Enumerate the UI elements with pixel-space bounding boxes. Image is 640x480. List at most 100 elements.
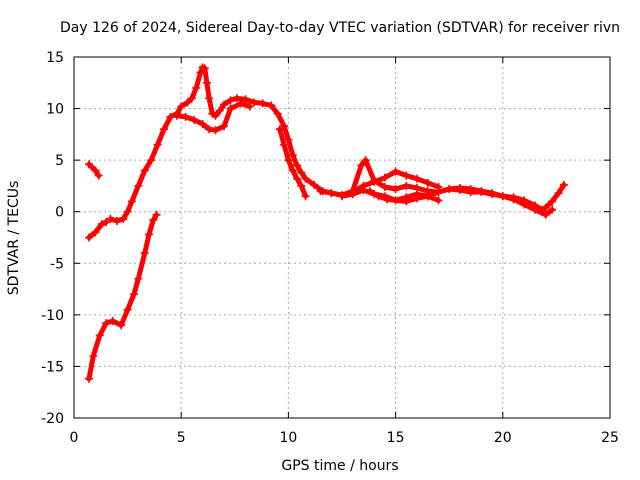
data-point: [374, 192, 383, 201]
data-point: [548, 197, 557, 206]
data-point: [327, 189, 336, 198]
data-point: [241, 95, 250, 104]
x-axis-label: GPS time / hours: [281, 458, 398, 474]
data-point: [215, 106, 224, 115]
data-point: [297, 181, 306, 190]
y-tick-label: -5: [50, 256, 64, 272]
chart-title: Day 126 of 2024, Sidereal Day-to-day VTE…: [60, 20, 620, 36]
data-point: [284, 156, 293, 165]
data-point: [192, 83, 201, 92]
data-point: [402, 193, 411, 202]
data-point: [147, 156, 156, 165]
data-point: [292, 161, 301, 170]
data-point: [205, 125, 214, 134]
data-point: [205, 94, 214, 103]
data-point: [85, 233, 94, 242]
data-point: [380, 182, 389, 191]
data-point: [559, 180, 568, 189]
data-point: [140, 248, 149, 257]
data-point: [152, 210, 161, 219]
data-point: [316, 187, 325, 196]
x-tick-label: 15: [387, 430, 405, 446]
data-point: [466, 185, 475, 194]
data-point: [89, 352, 98, 361]
data-point: [288, 150, 297, 159]
data-point: [102, 319, 111, 328]
series-track-e: [172, 99, 254, 135]
data-point: [123, 207, 132, 216]
data-point: [297, 168, 306, 177]
data-point: [423, 178, 432, 187]
x-tick-label: 5: [177, 430, 186, 446]
data-point: [172, 111, 181, 120]
x-tick-label: 0: [70, 430, 79, 446]
data-point: [338, 192, 346, 201]
data-point: [226, 96, 235, 105]
y-tick-label: -10: [41, 308, 64, 324]
grid-lines: [74, 57, 610, 418]
data-point: [211, 111, 220, 120]
data-point: [541, 210, 550, 219]
data-point: [220, 100, 229, 109]
data-point: [288, 166, 297, 175]
data-point: [91, 166, 100, 175]
data-point: [267, 101, 276, 110]
data-point: [153, 140, 162, 149]
data-point: [202, 78, 211, 87]
data-point: [357, 161, 366, 170]
y-tick-label: 0: [55, 205, 64, 221]
data-point: [200, 64, 209, 73]
data-point: [130, 290, 139, 299]
series-track-c: [85, 218, 111, 242]
data-point: [149, 215, 158, 224]
series-trace: [86, 161, 102, 179]
series-trace: [107, 64, 567, 224]
series-trace: [86, 219, 109, 240]
data-point: [520, 200, 529, 209]
data-point: [127, 197, 136, 206]
data-point: [181, 112, 190, 121]
data-point: [530, 205, 539, 214]
y-axis-label: SDTVAR / TECUs: [6, 181, 22, 296]
data-point: [402, 171, 411, 180]
data-point: [198, 120, 207, 129]
data-point: [455, 183, 464, 192]
data-point: [370, 177, 379, 186]
data-point: [108, 317, 117, 326]
data-point: [301, 174, 310, 183]
data-point: [402, 181, 411, 190]
data-point: [134, 181, 143, 190]
data-point: [391, 185, 400, 194]
y-tick-label: -20: [41, 411, 64, 427]
data-point: [359, 186, 368, 195]
data-point: [434, 188, 443, 197]
data-point: [365, 187, 374, 196]
series-track-f: [275, 125, 310, 201]
data-points: [85, 63, 568, 383]
series-track-b: [85, 160, 103, 180]
data-point: [245, 102, 254, 111]
y-tick-label: -15: [41, 359, 64, 375]
data-point: [423, 192, 432, 201]
data-point: [348, 190, 357, 199]
data-point: [190, 115, 199, 124]
data-point: [123, 305, 132, 314]
data-point: [383, 195, 392, 204]
data-point: [413, 174, 422, 183]
data-point: [509, 195, 518, 204]
x-tick-label: 20: [494, 430, 512, 446]
data-point: [477, 187, 486, 196]
data-point: [145, 230, 154, 239]
data-point: [117, 321, 126, 330]
data-point: [391, 167, 400, 176]
data-point: [134, 274, 143, 283]
data-point: [220, 122, 229, 131]
plot-frame: [73, 56, 611, 419]
data-point: [292, 174, 301, 183]
series-track-i: [365, 187, 443, 205]
data-point: [187, 94, 196, 103]
data-point: [554, 189, 563, 198]
data-point: [97, 220, 106, 229]
data-point: [95, 331, 104, 340]
data-point: [183, 98, 192, 107]
